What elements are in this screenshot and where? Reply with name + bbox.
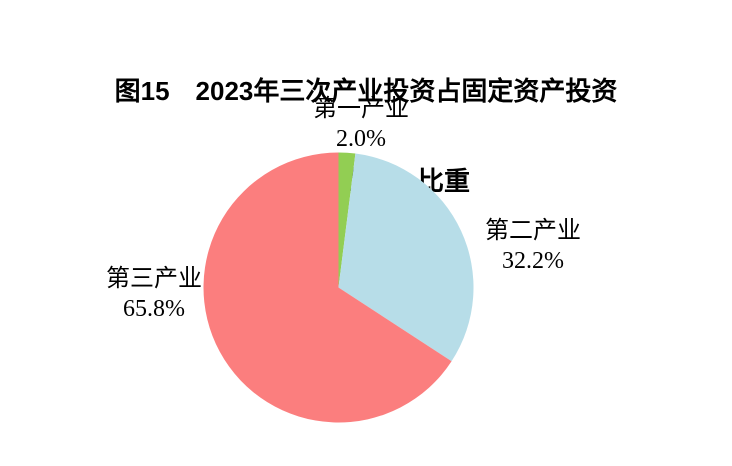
pie-slice-tertiary-industry: [203, 152, 452, 423]
pie-chart: [203, 152, 474, 423]
slice-value: 65.8%: [123, 296, 185, 322]
pie-slice-primary-industry: [338, 152, 356, 288]
slice-name: 第二产业: [485, 218, 581, 244]
slice-label-primary-industry: 第一产业 2.0%: [291, 94, 431, 154]
chart-title-line1: 图15 2023年三次产业投资占固定资产投资: [114, 76, 618, 106]
slice-label-tertiary-industry: 第三产业 65.8%: [84, 264, 224, 324]
pie-slice-secondary-industry: [338, 153, 474, 362]
slice-value: 32.2%: [502, 248, 564, 274]
slice-name: 第一产业: [313, 96, 409, 122]
slice-name: 第三产业: [106, 266, 202, 292]
slice-value: 2.0%: [336, 126, 386, 152]
slice-label-secondary-industry: 第二产业 32.2%: [463, 216, 603, 276]
